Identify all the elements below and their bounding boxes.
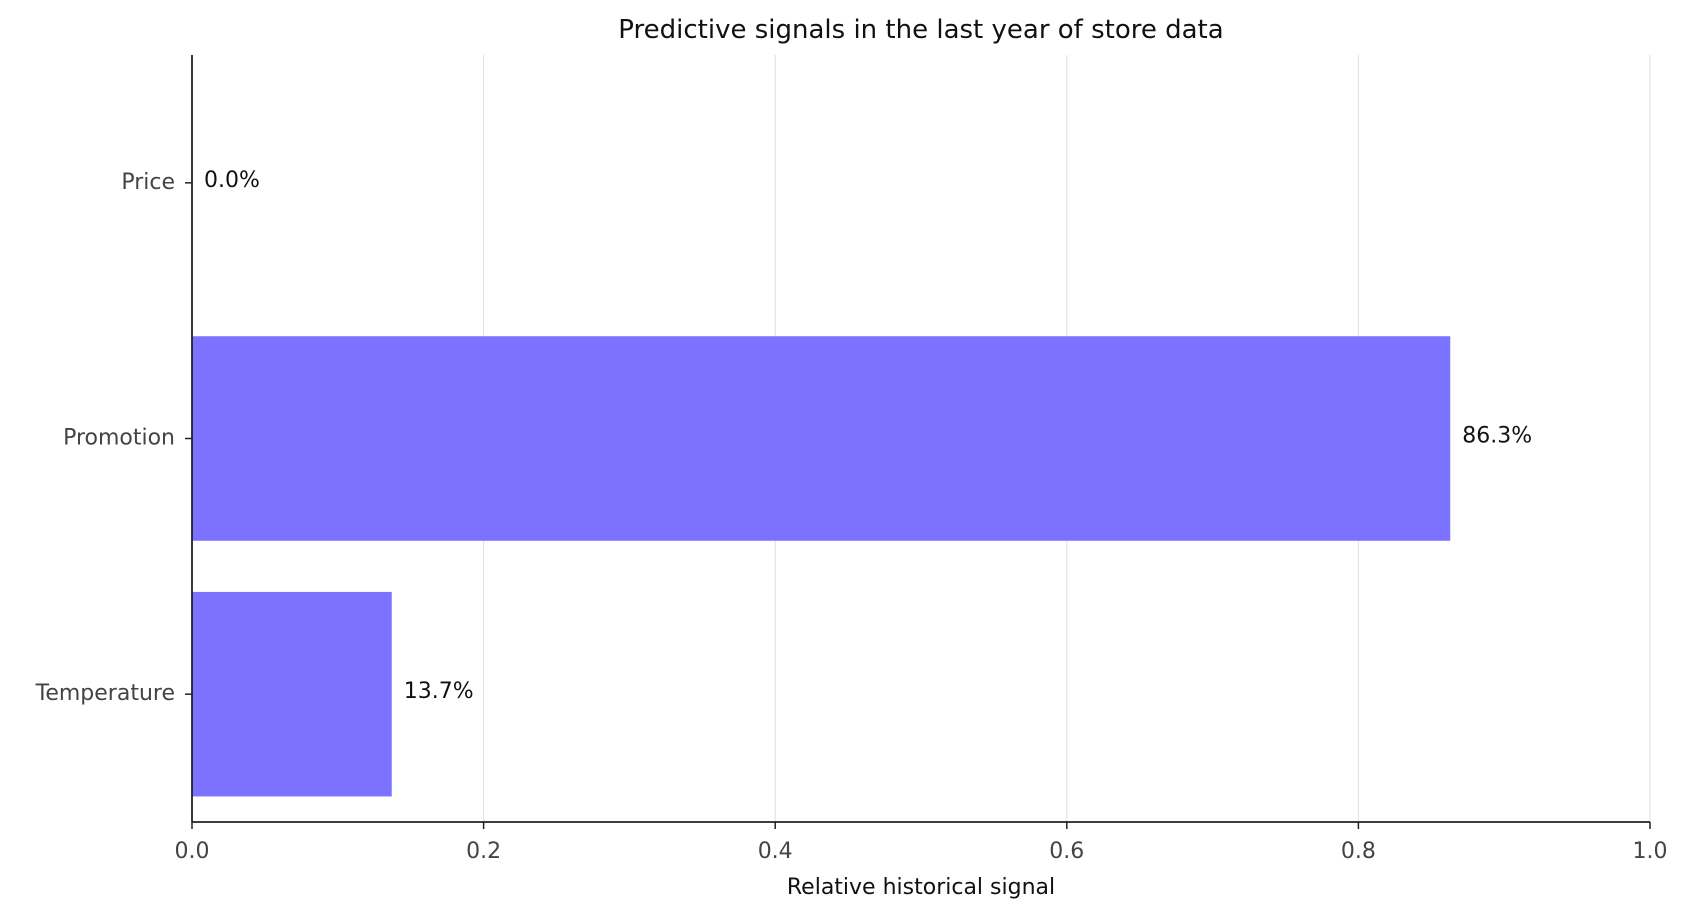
chart-title: Predictive signals in the last year of s… [618, 15, 1223, 45]
data-label: 0.0% [204, 168, 260, 193]
y-tick-label: Price [121, 170, 175, 195]
x-tick-label: 0.4 [758, 839, 793, 864]
data-label: 13.7% [404, 679, 474, 704]
data-label: 86.3% [1462, 424, 1532, 449]
bar-promotion [192, 336, 1451, 541]
x-tick-label: 0.6 [1049, 839, 1084, 864]
y-tick-label: Promotion [63, 426, 175, 451]
x-axis-label: Relative historical signal [787, 875, 1055, 900]
axes [185, 55, 1651, 829]
labels: 0.0% Price 86.3% Promotion 13.7% Temperature 0… [35, 168, 1668, 864]
x-tick-label: 0.8 [1341, 839, 1376, 864]
bars [192, 336, 1451, 797]
bar-temperature [192, 591, 392, 797]
x-tick-label: 1.0 [1633, 839, 1668, 864]
y-tick-label: Temperature [35, 681, 175, 706]
x-tick-label: 0.0 [175, 839, 210, 864]
x-tick-label: 0.2 [466, 839, 501, 864]
